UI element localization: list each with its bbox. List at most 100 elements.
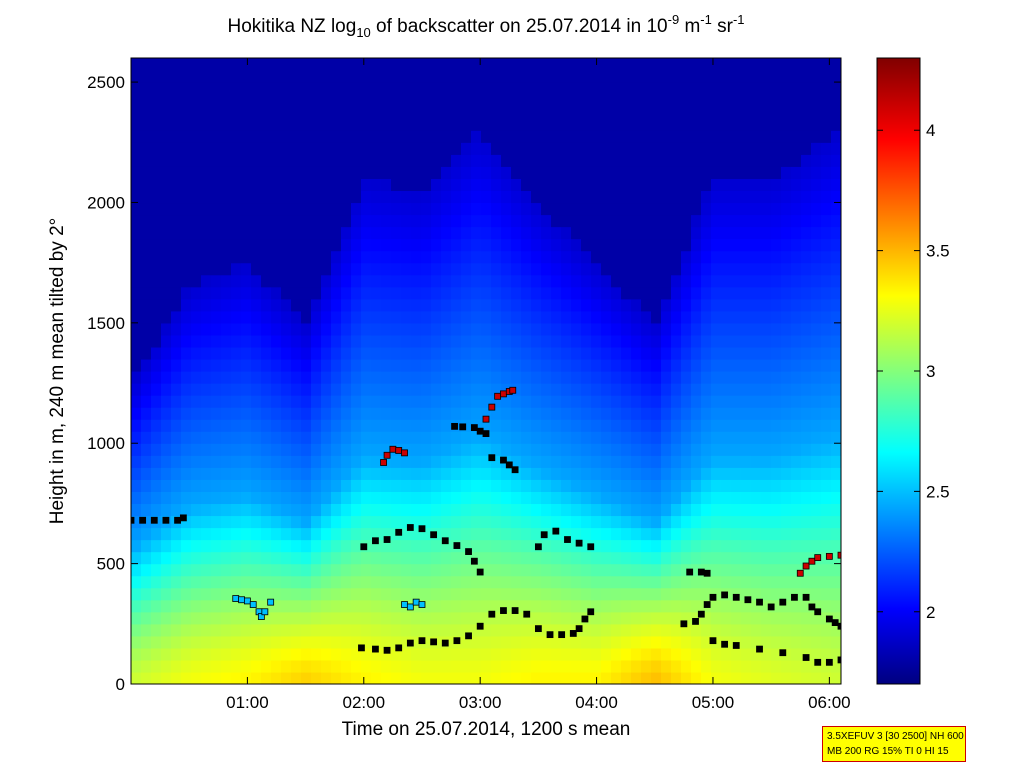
heatmap-cell [361,575,372,589]
heatmap-cell [681,94,692,107]
colorbar-tick-label: 3 [926,362,935,381]
heatmap-cell [831,599,841,613]
heatmap-cell [411,346,422,360]
heatmap-cell [301,70,312,83]
heatmap-cell [681,623,692,637]
heatmap-cell [131,286,142,300]
heatmap-cell [691,70,702,83]
heatmap-cell [611,154,622,167]
heatmap-cell [161,467,172,480]
heatmap-cell [371,322,382,336]
heatmap-cell [241,250,252,264]
heatmap-cell [511,407,522,420]
layer-marker [232,595,240,602]
heatmap-cell [531,262,542,276]
heatmap-cell [471,647,482,661]
heatmap-cell [471,443,482,456]
heatmap-cell [821,274,832,288]
heatmap-cell [491,346,502,360]
heatmap-cell [601,419,612,432]
heatmap-cell [631,346,642,360]
layer-marker [721,591,729,599]
heatmap-cell [401,106,412,119]
heatmap-cell [211,238,222,252]
heatmap-cell [661,659,672,673]
heatmap-cell [761,118,772,131]
heatmap-cell [461,611,472,625]
heatmap-cell [711,226,722,240]
heatmap-cell [341,611,352,625]
heatmap-cell [191,419,202,432]
heatmap-cell [771,70,782,83]
heatmap-cell [611,467,622,480]
heatmap-cell [341,539,352,553]
heatmap-cell [251,130,262,143]
heatmap-cell [281,322,292,336]
heatmap-cell [191,443,202,456]
heatmap-cell [531,70,542,83]
heatmap-cell [361,407,372,420]
heatmap-cell [411,202,422,216]
heatmap-cell [471,671,482,684]
heatmap-cell [721,106,732,119]
heatmap-cell [251,647,262,661]
heatmap-cell [391,178,402,192]
heatmap-cell [141,455,152,468]
heatmap-cell [411,623,422,637]
heatmap-cell [271,238,282,252]
heatmap-cell [781,647,792,661]
heatmap-cell [301,130,312,143]
heatmap-cell [381,407,392,420]
heatmap-cell [471,166,482,179]
heatmap-cell [361,455,372,468]
heatmap-cell [201,238,212,252]
heatmap-cell [491,274,502,288]
heatmap-cell [201,214,212,228]
heatmap-cell [251,479,262,492]
heatmap-cell [431,106,442,119]
heatmap-cell [481,262,492,276]
heatmap-cell [221,527,232,541]
heatmap-cell [521,515,532,529]
heatmap-cell [641,479,652,492]
heatmap-cell [361,515,372,529]
heatmap-cell [231,250,242,264]
heatmap-cell [651,419,662,432]
heatmap-cell [631,563,642,577]
heatmap-cell [761,310,772,324]
heatmap-cell [541,575,552,589]
heatmap-cell [331,551,342,565]
heatmap-cell [491,166,502,179]
heatmap-cell [341,659,352,673]
heatmap-cell [561,322,572,336]
heatmap-cell [251,467,262,480]
heatmap-cell [521,346,532,360]
heatmap-cell [421,226,432,240]
layer-marker [814,554,822,561]
heatmap-cell [651,214,662,228]
heatmap-cell [281,334,292,348]
heatmap-cell [671,431,682,444]
heatmap-cell [251,118,262,131]
heatmap-cell [811,358,822,372]
heatmap-cell [291,467,302,480]
heatmap-cell [811,262,822,276]
heatmap-cell [631,286,642,300]
heatmap-cell [551,491,562,505]
heatmap-cell [801,250,812,264]
heatmap-cell [371,563,382,577]
heatmap-cell [471,383,482,396]
layer-marker [767,603,775,611]
heatmap-cell [281,274,292,288]
heatmap-cell [731,310,742,324]
heatmap-cell [631,166,642,179]
heatmap-cell [551,250,562,264]
heatmap-cell [441,70,452,83]
heatmap-cell [731,274,742,288]
heatmap-cell [671,238,682,252]
heatmap-cell [591,587,602,601]
heatmap-cell [781,334,792,348]
heatmap-cell [701,515,712,529]
heatmap-cell [711,286,722,300]
heatmap-cell [171,587,182,601]
